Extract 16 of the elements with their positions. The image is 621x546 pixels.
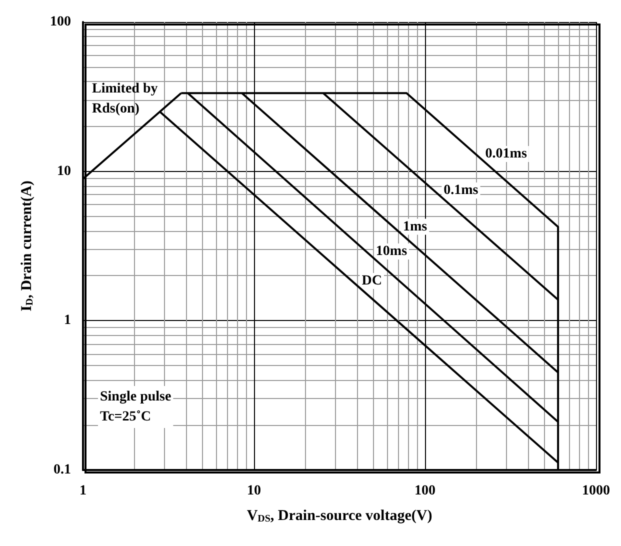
series-label: 0.1ms xyxy=(444,182,479,198)
annotation: Single pulse Tc=25˚C xyxy=(100,390,172,424)
y-tick-label: 1 xyxy=(64,313,71,328)
series-label: 0.01ms xyxy=(485,146,528,162)
y-axis-title: ID, Drain current(A) xyxy=(19,180,36,312)
x-tick-label: 1 xyxy=(80,484,86,498)
y-tick-label: 0.1 xyxy=(54,462,71,478)
series-label: DC xyxy=(362,274,382,289)
y-tick-label: 10 xyxy=(57,164,71,179)
x-tick-label: 1000 xyxy=(582,484,610,498)
annotation: Limited by Rds(on) xyxy=(92,82,158,116)
x-tick-label: 100 xyxy=(414,484,436,498)
y-tick-label: 100 xyxy=(50,14,71,30)
series-label: 10ms xyxy=(376,244,408,259)
x-tick-label: 10 xyxy=(247,484,261,498)
series-label: 1ms xyxy=(402,219,428,234)
